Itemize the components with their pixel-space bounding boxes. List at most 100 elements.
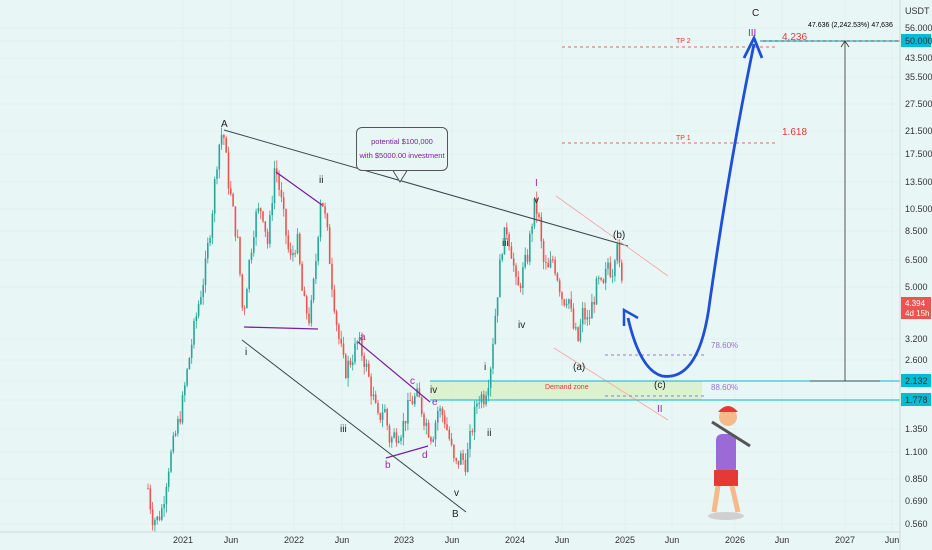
candle-body [211, 213, 214, 238]
candle-body [163, 503, 165, 509]
candle-body [361, 337, 363, 356]
candle-body [204, 258, 207, 286]
candle-body [273, 168, 276, 204]
candle-body [455, 458, 457, 461]
candle-body [287, 235, 290, 250]
candle-body [241, 274, 244, 308]
wave-label: ii [319, 175, 323, 186]
candle-body [494, 315, 497, 344]
candle-body [223, 134, 225, 138]
candle-body [529, 233, 531, 262]
candle-body [503, 227, 506, 255]
candle-body [234, 206, 237, 237]
candle-body [614, 260, 616, 277]
wave-label: (a) [573, 362, 585, 373]
candle-body [506, 227, 508, 235]
y-tick-label: 10.500 [905, 204, 932, 214]
candle-body [512, 258, 515, 266]
candle-body [593, 301, 595, 305]
y-tick-label: 0.690 [905, 496, 928, 506]
candle-body [552, 259, 554, 261]
candle-body [432, 439, 434, 442]
fib-786-label: 78.60% [711, 341, 738, 350]
candle-body [326, 213, 329, 228]
candle-body [149, 488, 152, 510]
candle-body [161, 508, 163, 520]
y-tick-label: 35.500 [905, 72, 932, 82]
candle-body [253, 237, 255, 253]
candle-body [441, 408, 444, 416]
drawings: TP 2 TP 1 4.236 1.618 78.60% 88.60% 47.636 (2,… [221, 8, 900, 520]
x-tick-label: Jun [665, 535, 680, 545]
golfer-head [719, 408, 737, 426]
wave-label: v [454, 488, 459, 499]
candle-body [621, 262, 623, 281]
candle-body [469, 431, 471, 449]
candle-body [473, 406, 476, 433]
candle-body [179, 418, 181, 423]
wave-label: d [422, 450, 428, 461]
grid [0, 0, 900, 532]
candle-body [262, 211, 264, 222]
candle-body [556, 273, 559, 281]
candle-body [616, 244, 618, 261]
wedge-upper-line [223, 129, 629, 247]
candle-body [538, 213, 540, 218]
pink-channel-bottom [553, 347, 669, 421]
candle-body [271, 203, 273, 216]
candle-body [496, 297, 499, 316]
candle-body [170, 451, 172, 472]
candle-body [200, 297, 202, 305]
candle-body [294, 253, 296, 255]
candle-body [414, 396, 416, 405]
y-tick-label: 43.500 [905, 53, 932, 63]
callout-line-1: potential $100,000 [371, 137, 433, 146]
candle-body [411, 400, 414, 405]
candle-body [457, 460, 460, 465]
candle-body [611, 276, 614, 278]
candle-body [315, 261, 317, 279]
candle-body [282, 197, 285, 210]
candle-body [333, 289, 336, 312]
candle-body [492, 343, 494, 369]
candle-body [430, 437, 432, 442]
wave-label: i [245, 347, 247, 358]
candle-body [278, 174, 280, 190]
candle-body [276, 168, 278, 175]
candle-body [476, 403, 478, 407]
y-tick-label: 8.500 [905, 226, 928, 236]
y-tick-label: 2.132 [905, 376, 928, 386]
candle-body [570, 299, 572, 309]
candle-body [296, 233, 299, 254]
candle-body [174, 433, 177, 436]
wave-label: C [752, 8, 759, 19]
fib-886-label: 88.60% [711, 383, 738, 392]
wave-label: e [432, 397, 438, 408]
candle-body [439, 408, 441, 411]
candle-body [356, 341, 359, 344]
candle-body [154, 520, 156, 526]
candle-body [181, 395, 184, 423]
candle-body [230, 188, 232, 194]
demand-zone [430, 381, 702, 400]
candle-body [358, 337, 361, 342]
candle-body [188, 357, 191, 370]
candle-body [280, 189, 283, 198]
y-tick-label: 13.500 [905, 177, 932, 187]
candle-body [158, 516, 161, 520]
wave-label: iii [340, 424, 347, 435]
candle-body [460, 453, 462, 465]
candle-body [248, 259, 250, 290]
wedge-lower-line [241, 339, 467, 513]
wave-label: b [385, 460, 391, 471]
investment-callout: potential $100,000 with $5000.00 investm… [356, 127, 448, 171]
candle-body [195, 316, 198, 322]
candle-body [478, 402, 480, 404]
candle-body [269, 215, 271, 244]
candle-body [448, 429, 451, 439]
candle-body [209, 237, 211, 243]
candle-body [193, 321, 195, 345]
candle-body [347, 360, 349, 379]
